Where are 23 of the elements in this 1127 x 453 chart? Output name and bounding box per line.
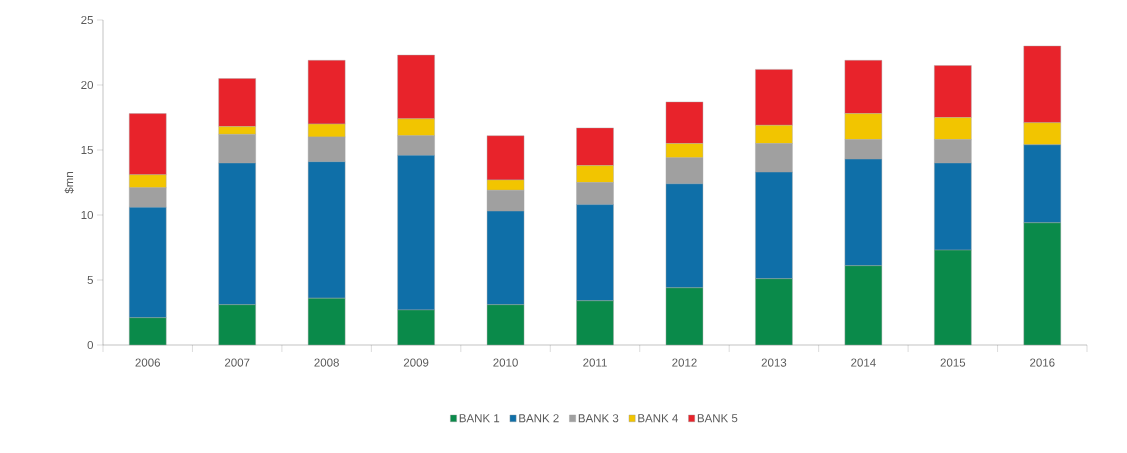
x-tick-label: 2016	[1030, 358, 1055, 367]
y-axis-title: $mn	[64, 172, 74, 194]
x-tick-label: 2010	[493, 358, 518, 367]
y-tick-label: 25	[81, 15, 93, 25]
legend-label: BANK 4	[638, 414, 678, 423]
x-tick-label: 2007	[224, 358, 250, 367]
x-tick-label: 2012	[672, 358, 697, 367]
x-tick-label: 2013	[761, 358, 787, 367]
x-tick-label: 2008	[314, 358, 339, 367]
x-tick-label: 2015	[940, 358, 966, 367]
x-tick-label: 2006	[135, 358, 161, 367]
x-tick-label: 2009	[403, 358, 429, 367]
x-tick-label: 2014	[851, 358, 876, 367]
y-tick-label: 20	[81, 80, 94, 90]
y-tick-label: 15	[81, 145, 93, 155]
y-tick-label: 10	[81, 210, 94, 220]
x-tick-label: 2011	[583, 358, 607, 367]
y-tick-label: 0	[87, 340, 94, 350]
legend-label: BANK 1	[459, 414, 500, 423]
legend-label: BANK 5	[697, 414, 738, 423]
y-tick-label: 5	[87, 275, 93, 285]
legend-label: BANK 3	[578, 414, 619, 423]
legend-label: BANK 2	[519, 414, 559, 423]
